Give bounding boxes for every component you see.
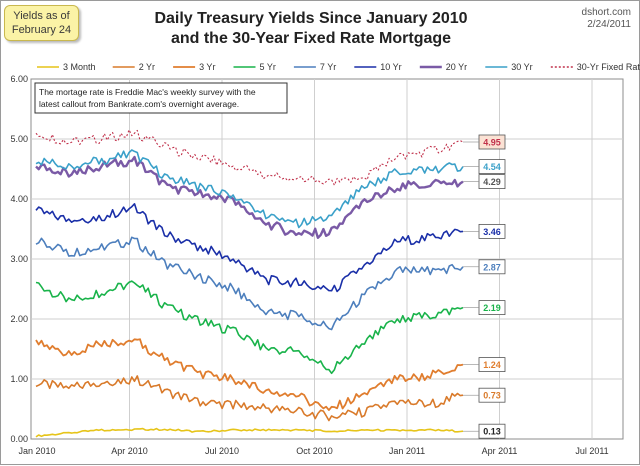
x-tick-label: Apr 2010 <box>111 446 148 456</box>
legend-label: 2 Yr <box>139 62 155 72</box>
x-tick-label: Oct 2010 <box>296 446 333 456</box>
legend-label: 5 Yr <box>260 62 276 72</box>
chart-title: Daily Treasury Yields Since January 2010… <box>141 9 481 49</box>
x-tick-label: Apr 2011 <box>482 446 518 456</box>
legend-label: 3 Month <box>63 62 96 72</box>
legend-label: 30 Yr <box>511 62 532 72</box>
x-tick-label: Jan 2011 <box>389 446 425 456</box>
legend-label: 7 Yr <box>320 62 336 72</box>
y-tick-label: 2.00 <box>10 314 28 324</box>
callout-label: 0.73 <box>483 391 501 401</box>
callout-label: 2.87 <box>483 262 501 272</box>
callout-label: 1.24 <box>483 360 501 370</box>
x-tick-label: Jul 2010 <box>205 446 239 456</box>
title-line-2: and the 30-Year Fixed Rate Mortgage <box>170 30 452 47</box>
series-line <box>35 129 464 186</box>
series-line <box>35 149 464 229</box>
annotation-line-1: The mortage rate is Freddie Mac's weekly… <box>39 87 256 97</box>
legend-label: 10 Yr <box>380 62 401 72</box>
annotation-line-2: latest callout from Bankrate.com's overn… <box>39 99 239 109</box>
x-tick-label: Jul 2011 <box>575 446 608 456</box>
series-line <box>35 338 464 411</box>
x-tick-label: Jan 2010 <box>18 446 55 456</box>
series-line <box>35 236 464 331</box>
y-tick-label: 1.00 <box>10 374 28 384</box>
series-line <box>35 280 464 375</box>
source-date: 2/24/2011 <box>587 19 631 30</box>
badge-line-1: Yields as of <box>13 10 70 22</box>
y-tick-label: 3.00 <box>10 254 28 264</box>
badge-line-2: February 24 <box>11 24 72 36</box>
title-line-1: Daily Treasury Yields Since January 2010 <box>154 10 468 27</box>
series-line <box>35 427 464 438</box>
callout-label: 4.54 <box>483 162 501 172</box>
date-badge: Yields as of February 24 <box>4 5 79 41</box>
series-line <box>35 375 464 422</box>
y-tick-label: 4.00 <box>10 194 28 204</box>
y-tick-label: 0.00 <box>10 434 28 444</box>
source-site: dshort.com <box>581 7 631 18</box>
series-line <box>35 155 464 239</box>
callout-label: 3.46 <box>483 227 501 237</box>
y-tick-label: 5.00 <box>10 134 28 144</box>
annotation-box <box>34 82 288 114</box>
callout-label: 0.13 <box>483 427 501 437</box>
callout-label: 2.19 <box>483 303 501 313</box>
source-block: dshort.com 2/24/2011 <box>582 7 631 31</box>
y-tick-label: 6.00 <box>10 74 28 84</box>
callout-label: 4.29 <box>483 177 501 187</box>
legend-label: 30-Yr Fixed Rate Mortgage <box>577 62 640 72</box>
callout-label: 4.95 <box>483 138 501 148</box>
legend-label: 20 Yr <box>446 62 467 72</box>
series-line <box>35 203 464 293</box>
legend-label: 3 Yr <box>199 62 215 72</box>
